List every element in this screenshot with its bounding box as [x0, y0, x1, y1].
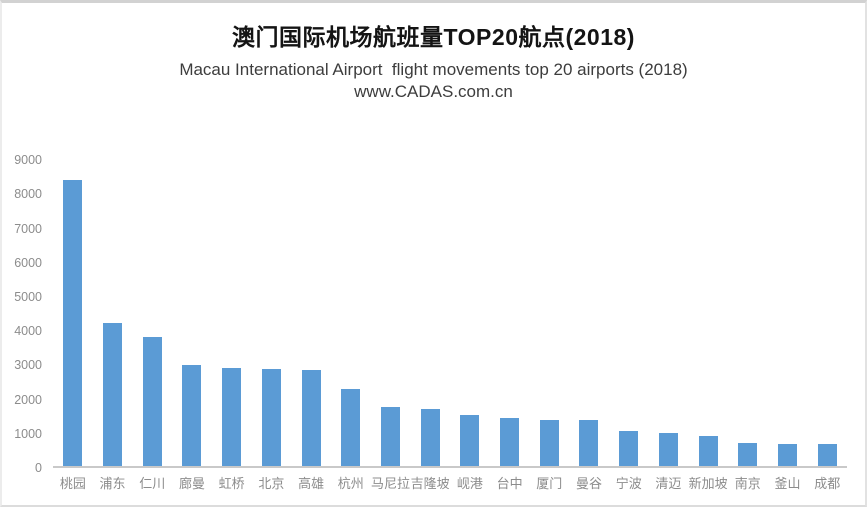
bar-slot [490, 148, 530, 466]
bar-成都 [817, 444, 837, 466]
bar-slot [172, 148, 212, 466]
bar-桃园 [63, 180, 83, 466]
bar-宁波 [619, 431, 639, 466]
bar-slot [569, 148, 609, 466]
y-tick-label: 2000 [14, 392, 42, 407]
bar-新加坡 [698, 435, 718, 466]
chart-subtitle: Macau International Airport flight movem… [179, 60, 688, 79]
x-axis-label: 宁波 [615, 476, 642, 491]
x-axis-label: 釜山 [774, 476, 801, 491]
bar-仁川 [142, 337, 162, 466]
x-axis-label: 清迈 [655, 476, 682, 491]
bar-高雄 [301, 369, 321, 466]
x-axis-label: 虹桥 [218, 476, 245, 491]
bar-廊曼 [182, 365, 202, 466]
x-axis: 桃园 浦东 仁川 廊曼 虹桥 北京 高雄 杭州 马尼拉 吉隆坡 岘港 台中 厦门 曼谷 宁波 清迈 新加坡 南京釜… [53, 475, 847, 493]
bar-杭州 [341, 388, 361, 466]
bar-slot [807, 148, 847, 466]
bar-slot [212, 148, 252, 466]
bar-slot [649, 148, 689, 466]
plot-area [53, 148, 847, 468]
bar-台中 [500, 418, 520, 466]
bar-slot [768, 148, 808, 466]
x-axis-label: 浦东 [99, 476, 126, 491]
bar-slot [132, 148, 172, 466]
bar-南京 [738, 443, 758, 466]
y-tick-label: 6000 [14, 255, 42, 270]
y-tick-label: 3000 [14, 358, 42, 373]
y-axis: 0 1000 2000 3000 4000 5000 6000 7000 8000 9000 [2, 148, 42, 475]
bar-slot [609, 148, 649, 466]
y-tick-label: 5000 [14, 290, 42, 304]
y-tick-label: 9000 [14, 153, 42, 168]
x-axis-label: 新加坡 [688, 476, 728, 491]
chart-header: 澳门国际机场航班量TOP20航点(2018) Macau Internation… [2, 23, 865, 103]
bar-slot [371, 148, 411, 466]
x-axis-label: 吉隆坡 [410, 476, 450, 491]
bar-slot [728, 148, 768, 466]
x-axis-label: 厦门 [536, 476, 563, 491]
bar-slot [529, 148, 569, 466]
y-tick-label: 8000 [14, 187, 42, 202]
y-tick-label: 7000 [14, 221, 42, 236]
bar-slot [252, 148, 292, 466]
bar-slot [410, 148, 450, 466]
chart-watermark: www.CADAS.com.cn [354, 82, 513, 101]
x-axis-label: 成都 [814, 476, 841, 491]
chart-title: 澳门国际机场航班量TOP20航点(2018) [232, 24, 635, 50]
x-axis-label: 高雄 [298, 476, 325, 491]
bar-slot [93, 148, 133, 466]
bar-slot [53, 148, 93, 466]
y-tick-label: 4000 [14, 324, 42, 339]
bar-slot [688, 148, 728, 466]
bar-岘港 [460, 414, 480, 466]
bar-slot [291, 148, 331, 466]
x-axis-label: 北京 [258, 476, 285, 491]
bar-slot [450, 148, 490, 466]
x-axis-label: 台中 [496, 476, 523, 491]
bar-虹桥 [222, 367, 242, 466]
bar-吉隆坡 [420, 409, 440, 466]
bar-清迈 [658, 433, 678, 466]
y-tick-label: 0 [35, 461, 42, 475]
x-axis-label: 仁川 [139, 476, 166, 491]
bar-马尼拉 [380, 406, 400, 466]
x-axis-label: 马尼拉 [370, 476, 410, 491]
bar-slot [331, 148, 371, 466]
bar-北京 [261, 368, 281, 466]
bar-厦门 [539, 419, 559, 466]
bar-曼谷 [579, 419, 599, 466]
x-axis-label: 杭州 [337, 476, 364, 491]
x-axis-label: 岘港 [456, 476, 483, 491]
bar-釜山 [778, 443, 797, 466]
x-axis-label: 南京 [734, 476, 761, 491]
y-tick-label: 1000 [14, 426, 42, 441]
bar-浦东 [103, 323, 123, 466]
x-axis-label: 曼谷 [575, 476, 602, 491]
x-axis-label: 桃园 [59, 476, 86, 491]
x-axis-label: 廊曼 [178, 476, 205, 491]
